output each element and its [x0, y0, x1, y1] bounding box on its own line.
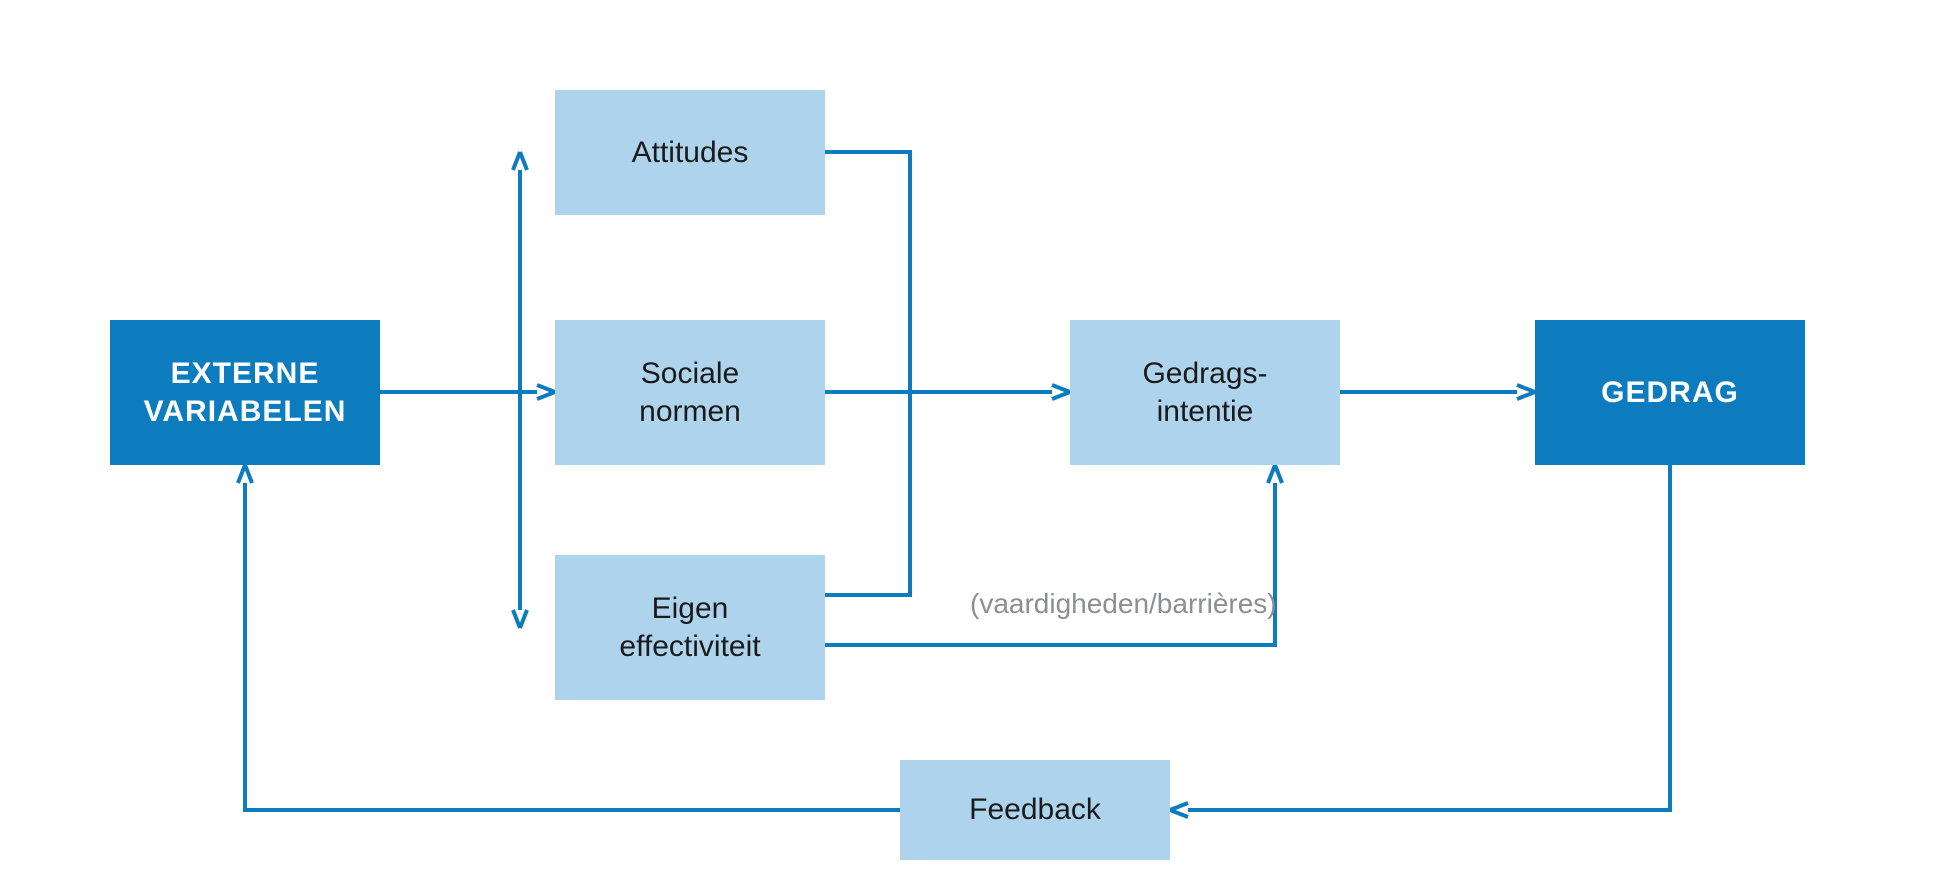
- node-sociale_normen: Sociale normen: [555, 320, 825, 465]
- edge-ext-to-eigen: [380, 392, 527, 628]
- annotation-text: (vaardigheden/barrières): [970, 588, 1277, 619]
- node-label: EXTERNE VARIABELEN: [144, 355, 347, 430]
- edge-ext-to-sociale: [380, 385, 555, 399]
- node-label: Eigen effectiviteit: [619, 590, 760, 665]
- node-attitudes: Attitudes: [555, 90, 825, 215]
- annotation-vaardigheden_barrieres: (vaardigheden/barrières): [970, 588, 1277, 620]
- node-eigen_effectiviteit: Eigen effectiviteit: [555, 555, 825, 700]
- node-gedrag: GEDRAG: [1535, 320, 1805, 465]
- node-feedback: Feedback: [900, 760, 1170, 860]
- edge-ext-to-attitudes: [380, 152, 527, 392]
- node-externe_variabelen: EXTERNE VARIABELEN: [110, 320, 380, 465]
- node-gedrags_intentie: Gedrags- intentie: [1070, 320, 1340, 465]
- edge-eigen-merge: [825, 392, 910, 595]
- diagram-canvas: EXTERNE VARIABELEN Attitudes Sociale norme…: [0, 0, 1937, 879]
- node-label: GEDRAG: [1601, 374, 1739, 412]
- node-label: Sociale normen: [639, 355, 741, 430]
- node-label: Gedrags- intentie: [1142, 355, 1267, 430]
- edge-intentie-to-gedrag: [1340, 385, 1535, 399]
- edge-attitudes-merge: [825, 152, 910, 392]
- node-label: Attitudes: [632, 134, 749, 172]
- edge-sociale-to-intentie: [825, 385, 1070, 399]
- node-label: Feedback: [969, 791, 1101, 829]
- edge-gedrag-down-to-feedback: [1170, 465, 1670, 817]
